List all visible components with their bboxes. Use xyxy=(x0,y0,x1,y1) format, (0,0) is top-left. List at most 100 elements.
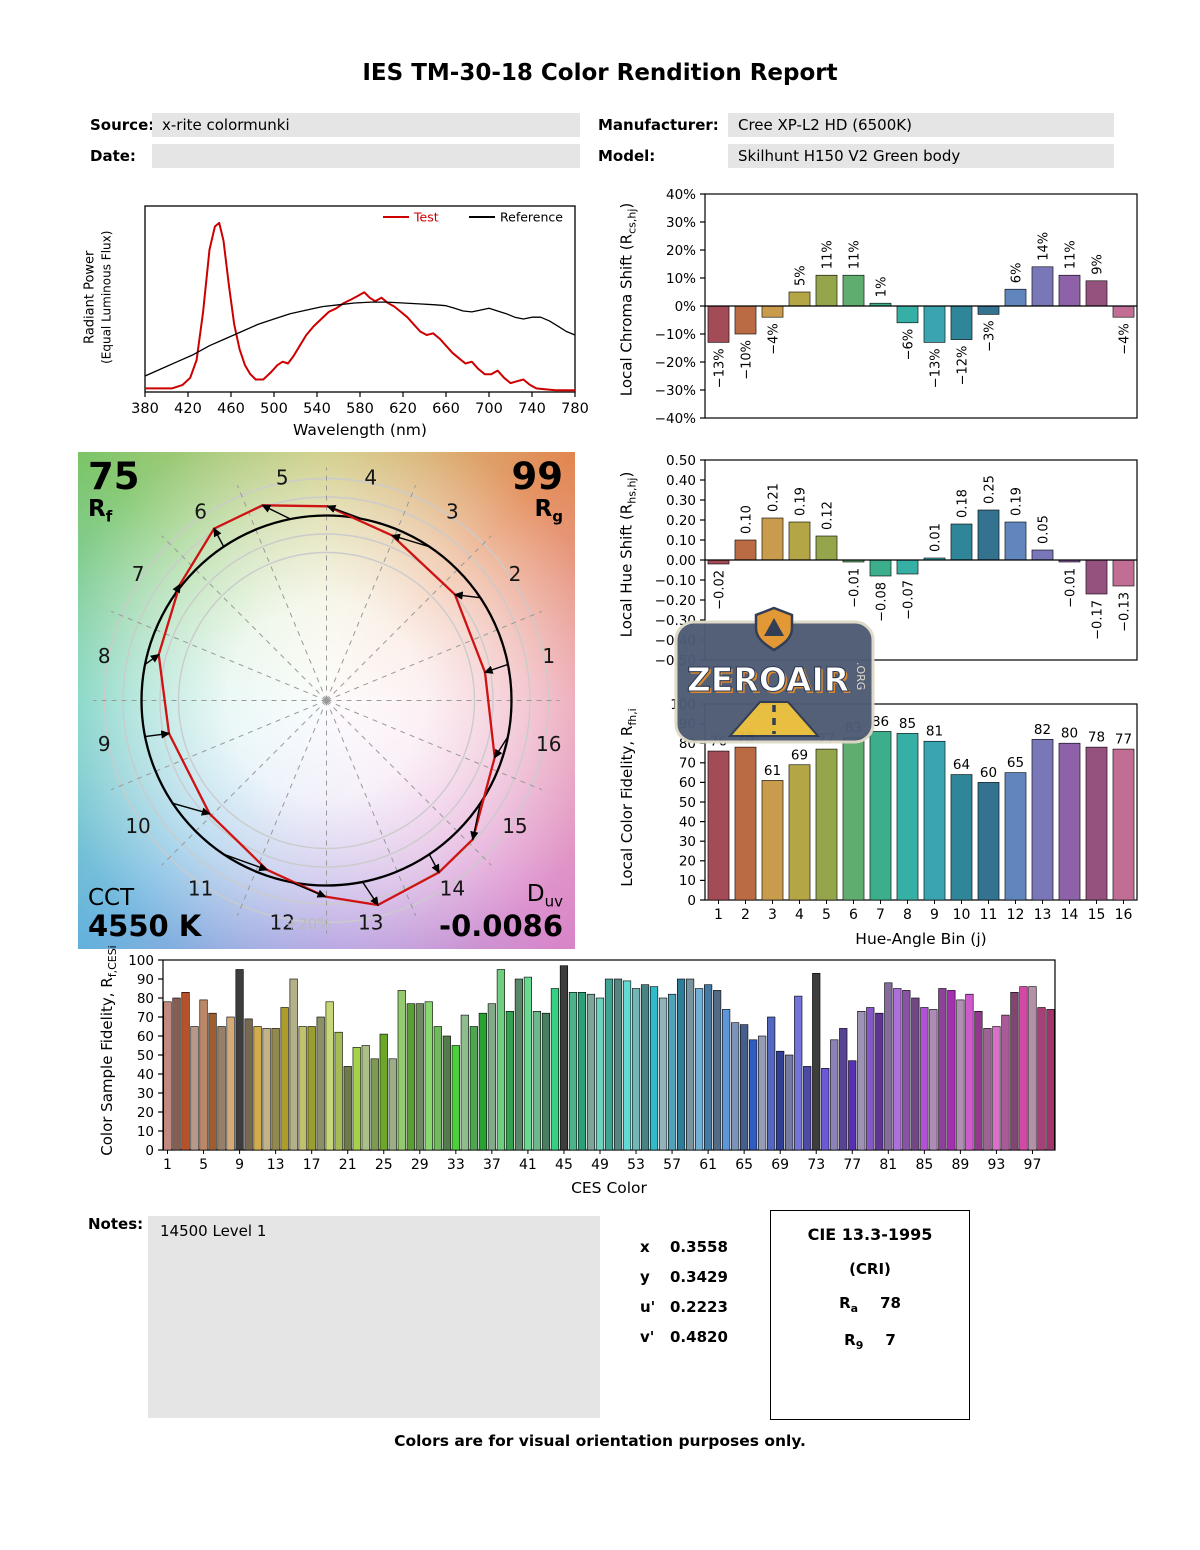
svg-text:77: 77 xyxy=(843,1157,861,1173)
svg-text:−13%: −13% xyxy=(928,348,943,388)
svg-text:420: 420 xyxy=(174,401,202,417)
svg-text:−20%: −20% xyxy=(655,355,696,371)
svg-text:49: 49 xyxy=(591,1157,609,1173)
svg-text:21: 21 xyxy=(339,1157,357,1173)
duv-symbol: Duv xyxy=(526,881,563,911)
chromaticity-row-y: y 0.3429 xyxy=(640,1268,728,1286)
svg-text:4: 4 xyxy=(795,907,804,923)
svg-text:20: 20 xyxy=(679,854,696,870)
rg-symbol: Rg xyxy=(534,495,563,526)
svg-text:11: 11 xyxy=(980,907,998,923)
cri-title: CIE 13.3-1995 xyxy=(807,1225,933,1244)
date-label: Date: xyxy=(90,147,136,165)
svg-text:1%: 1% xyxy=(874,277,889,298)
svg-text:11%: 11% xyxy=(1063,240,1078,269)
rg-score: 99 Rg xyxy=(512,457,564,526)
svg-text:85: 85 xyxy=(899,716,916,732)
cri-box: CIE 13.3-1995 (CRI) Ra 78 R9 7 xyxy=(770,1210,970,1420)
model-label: Model: xyxy=(598,147,656,165)
svg-text:81: 81 xyxy=(879,1157,897,1173)
svg-text:0.18: 0.18 xyxy=(955,489,970,518)
svg-text:−3%: −3% xyxy=(982,320,997,352)
svg-text:11%: 11% xyxy=(847,240,862,269)
svg-text:73: 73 xyxy=(807,1157,825,1173)
svg-text:69: 69 xyxy=(791,747,808,763)
svg-text:Test: Test xyxy=(413,210,439,225)
svg-text:−10%: −10% xyxy=(739,340,754,380)
svg-text:9: 9 xyxy=(930,907,939,923)
watermark-org-text: .ORG xyxy=(854,662,867,690)
svg-text:7: 7 xyxy=(132,562,145,586)
svg-text:0.19: 0.19 xyxy=(793,487,808,516)
svg-text:Wavelength (nm): Wavelength (nm) xyxy=(293,421,427,439)
svg-text:1: 1 xyxy=(542,644,555,668)
svg-text:80: 80 xyxy=(137,991,154,1007)
svg-text:16: 16 xyxy=(1115,907,1133,923)
svg-text:0.19: 0.19 xyxy=(1009,487,1024,516)
svg-text:−0.08: −0.08 xyxy=(874,582,889,622)
source-label: Source: xyxy=(90,116,155,134)
rf-value: 75 xyxy=(88,455,140,498)
cri-ra-value: 78 xyxy=(880,1294,901,1312)
svg-text:580: 580 xyxy=(346,401,374,417)
svg-text:8: 8 xyxy=(98,644,111,668)
svg-text:70: 70 xyxy=(679,756,696,772)
svg-text:14%: 14% xyxy=(1036,232,1051,261)
svg-text:9: 9 xyxy=(98,732,111,756)
hue-shift-plot: −0.50−0.40−0.30−0.20−0.100.000.100.200.3… xyxy=(655,453,1138,669)
cri-subtitle: (CRI) xyxy=(849,1260,891,1278)
chromaticity-row-u: u' 0.2223 xyxy=(640,1298,728,1316)
svg-text:17: 17 xyxy=(303,1157,321,1173)
svg-text:13: 13 xyxy=(358,910,383,934)
svg-text:5: 5 xyxy=(276,466,289,490)
cct-value: 4550 K xyxy=(88,909,202,944)
svg-text:5: 5 xyxy=(822,907,831,923)
rf-symbol: Rf xyxy=(88,495,113,526)
svg-text:5: 5 xyxy=(199,1157,208,1173)
svg-text:−6%: −6% xyxy=(901,329,916,361)
svg-text:500: 500 xyxy=(260,401,288,417)
cct-label: CCT xyxy=(88,884,135,911)
svg-text:460: 460 xyxy=(217,401,245,417)
svg-text:61: 61 xyxy=(699,1157,717,1173)
svg-text:−0.01: −0.01 xyxy=(847,568,862,608)
svg-text:3: 3 xyxy=(446,500,459,524)
svg-text:0.50: 0.50 xyxy=(666,453,696,469)
svg-text:−30%: −30% xyxy=(655,383,696,399)
svg-text:0.40: 0.40 xyxy=(666,473,696,489)
svg-text:−0.20: −0.20 xyxy=(655,593,696,609)
svg-text:10%: 10% xyxy=(666,271,696,287)
svg-text:8: 8 xyxy=(903,907,912,923)
svg-text:6%: 6% xyxy=(1009,263,1024,284)
spd-plot: 380 420 460 500 540 580 620 660 700 740 780 Wavelen… xyxy=(131,205,589,439)
rf-score: 75 Rf xyxy=(88,455,140,526)
svg-text:45: 45 xyxy=(555,1157,573,1173)
svg-text:10: 10 xyxy=(137,1124,154,1140)
svg-text:0%: 0% xyxy=(675,299,697,315)
svg-text:−4%: −4% xyxy=(1117,323,1132,355)
svg-text:6: 6 xyxy=(849,907,858,923)
svg-text:40: 40 xyxy=(679,814,696,830)
svg-text:30%: 30% xyxy=(666,215,696,231)
color-vector-graphic: 1 2 3 4 5 6 7 8 9 10 11 12 13 14 15 16 +20% 75 Rf 99 Rg … xyxy=(78,452,575,949)
svg-text:1: 1 xyxy=(163,1157,172,1173)
spd-chart: Radiant Power (Equal Luminous Flux) 380 4… xyxy=(83,192,589,442)
svg-text:14: 14 xyxy=(440,876,465,900)
notes-value: 14500 Level 1 xyxy=(160,1222,267,1240)
ces-fidelity-chart: Color Sample Fidelity, Rf,CESi 0 10 20 30 40… xyxy=(95,945,1095,1198)
report-title: IES TM-30-18 Color Rendition Report xyxy=(362,60,838,86)
svg-text:0.25: 0.25 xyxy=(982,475,997,504)
svg-text:−0.17: −0.17 xyxy=(1090,600,1105,640)
manufacturer-value: Cree XP-L2 HD (6500K) xyxy=(728,113,1114,137)
svg-text:2: 2 xyxy=(509,562,522,586)
svg-text:0.10: 0.10 xyxy=(739,505,754,534)
svg-text:25: 25 xyxy=(375,1157,393,1173)
notes-box: 14500 Level 1 xyxy=(148,1216,600,1418)
svg-text:33: 33 xyxy=(447,1157,465,1173)
svg-text:−12%: −12% xyxy=(955,346,970,386)
zeroair-logo: ZEROAIR ZEROAIR .ORG xyxy=(674,606,875,744)
svg-text:CES Color: CES Color xyxy=(571,1179,647,1197)
svg-text:40: 40 xyxy=(137,1067,154,1083)
svg-text:0.20: 0.20 xyxy=(666,513,696,529)
svg-text:80: 80 xyxy=(1061,726,1078,742)
